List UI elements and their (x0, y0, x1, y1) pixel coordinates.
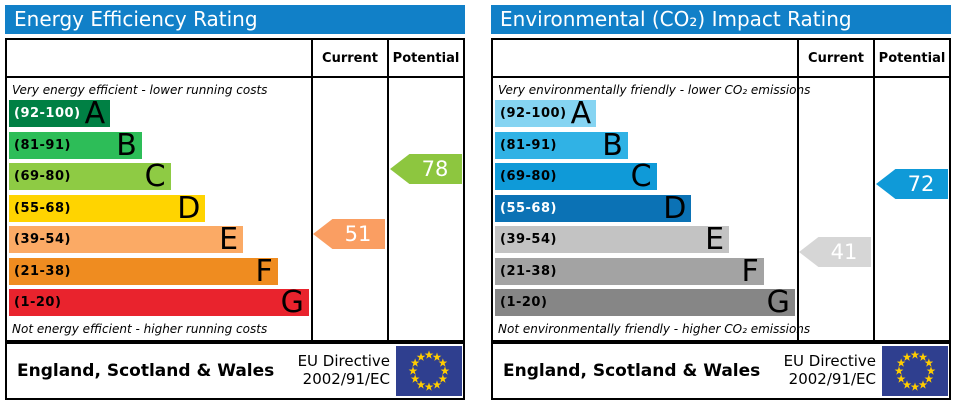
rating-table: Current Potential Very environmentally f… (491, 38, 951, 342)
band-letter: E (219, 222, 239, 257)
band-row-e: (39-54) E (495, 222, 730, 257)
eu-directive-line2: 2002/91/EC (302, 370, 390, 388)
potential-rating-value: 78 (421, 157, 449, 181)
current-rating-arrow: 51 (313, 219, 385, 249)
band-letter: C (144, 159, 166, 194)
rating-bands: (92-100) A (81-91) B (69-80) C (55-68) D… (495, 96, 797, 321)
bottom-caption: Not environmentally friendly - higher CO… (498, 322, 811, 336)
band-range: (39-54) (14, 232, 71, 247)
potential-rating-arrow: 78 (390, 154, 462, 184)
eu-directive-line1: EU Directive (297, 352, 390, 371)
band-row-b: (81-91) B (9, 127, 142, 163)
column-divider (797, 40, 799, 340)
current-column-header: Current (322, 50, 378, 66)
rating-bands: (92-100) A (81-91) B (69-80) C (55-68) D… (9, 96, 311, 321)
footer: England, Scotland & Wales EU Directive 2… (491, 342, 951, 400)
band-letter: B (116, 127, 137, 163)
current-rating-value: 41 (830, 240, 858, 264)
footer: England, Scotland & Wales EU Directive 2… (5, 342, 465, 400)
band-row-f: (21-38) F (495, 253, 764, 289)
band-letter: F (255, 253, 273, 289)
header-separator (7, 76, 463, 78)
eu-flag-icon (396, 346, 462, 396)
band-range: (21-38) (500, 263, 557, 279)
band-letter: D (177, 190, 201, 226)
band-range: (55-68) (500, 200, 557, 216)
band-row-b: (81-91) B (495, 127, 628, 163)
band-letter: F (741, 253, 759, 289)
region-label: England, Scotland & Wales (17, 361, 275, 381)
band-range: (21-38) (14, 263, 71, 279)
band-row-d: (55-68) D (9, 190, 206, 226)
band-letter: B (602, 127, 623, 163)
potential-column-header: Potential (392, 50, 460, 66)
band-row-c: (69-80) C (495, 159, 657, 194)
panel-title: Energy Efficiency Rating (5, 5, 465, 34)
band-range: (69-80) (14, 169, 71, 184)
column-divider (311, 40, 313, 340)
band-range: (92-100) (14, 106, 81, 121)
band-row-d: (55-68) D (495, 190, 692, 226)
column-divider (873, 40, 875, 340)
band-range: (69-80) (500, 169, 557, 184)
bottom-caption: Not energy efficient - higher running co… (12, 322, 268, 336)
current-rating-arrow: 41 (799, 237, 871, 267)
header-separator (493, 76, 949, 78)
band-letter: G (280, 285, 304, 320)
top-caption: Very energy efficient - lower running co… (12, 83, 268, 97)
panel-title: Environmental (CO₂) Impact Rating (491, 5, 951, 34)
band-row-e: (39-54) E (9, 222, 244, 257)
band-range: (1-20) (500, 295, 548, 310)
current-rating-value: 51 (344, 222, 372, 246)
eu-directive-label: EU Directive 2002/91/EC (784, 353, 876, 388)
band-range: (39-54) (500, 232, 557, 247)
band-letter: A (84, 96, 106, 131)
band-row-g: (1-20) G (9, 285, 309, 320)
band-row-c: (69-80) C (9, 159, 171, 194)
band-letter: D (663, 190, 687, 226)
region-label: England, Scotland & Wales (503, 361, 761, 381)
environmental-impact-panel: Environmental (CO₂) Impact Rating Curren… (491, 5, 951, 400)
band-letter: E (705, 222, 725, 257)
band-row-a: (92-100) A (495, 96, 597, 131)
band-range: (1-20) (14, 295, 62, 310)
eu-directive-line1: EU Directive (783, 352, 876, 371)
eu-flag-icon (882, 346, 948, 396)
column-divider (387, 40, 389, 340)
band-letter: A (570, 96, 592, 131)
band-range: (81-91) (14, 137, 71, 153)
current-column-header: Current (808, 50, 864, 66)
rating-table: Current Potential Very energy efficient … (5, 38, 465, 342)
band-row-f: (21-38) F (9, 253, 278, 289)
band-range: (81-91) (500, 137, 557, 153)
potential-column-header: Potential (878, 50, 946, 66)
eu-directive-line2: 2002/91/EC (788, 370, 876, 388)
potential-rating-value: 72 (907, 172, 935, 196)
band-range: (55-68) (14, 200, 71, 216)
potential-rating-arrow: 72 (876, 169, 948, 199)
band-range: (92-100) (500, 106, 567, 121)
top-caption: Very environmentally friendly - lower CO… (498, 83, 811, 97)
band-letter: C (630, 159, 652, 194)
band-letter: G (766, 285, 790, 320)
eu-directive-label: EU Directive 2002/91/EC (298, 353, 390, 388)
band-row-a: (92-100) A (9, 96, 111, 131)
band-row-g: (1-20) G (495, 285, 795, 320)
energy-efficiency-panel: Energy Efficiency Rating Current Potenti… (5, 5, 465, 400)
